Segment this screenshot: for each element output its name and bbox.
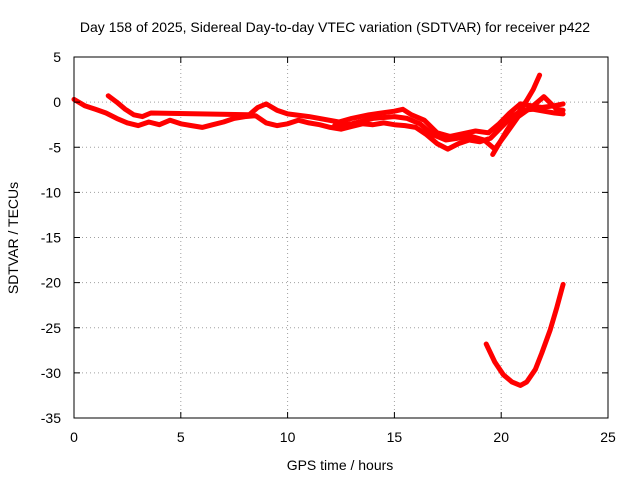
- series-mid-track: [332, 94, 566, 152]
- x-tick-label: 5: [177, 429, 185, 445]
- y-tick-label: -30: [41, 365, 61, 381]
- y-tick-label: 5: [53, 49, 61, 65]
- y-tick-label: -10: [41, 184, 61, 200]
- x-tick-label: 20: [493, 429, 509, 445]
- series-low-track: [483, 281, 566, 388]
- y-tick-labels: 5 0 -5 -10 -15 -20 -25 -30 -35: [41, 49, 61, 426]
- y-tick-label: -25: [41, 320, 61, 336]
- y-tick-label: -15: [41, 230, 61, 246]
- series-spike-track: [490, 72, 543, 157]
- y-tick-label: -20: [41, 275, 61, 291]
- x-axis-label: GPS time / hours: [287, 457, 394, 473]
- tick-marks: [73, 56, 609, 419]
- x-tick-label: 0: [70, 429, 78, 445]
- y-tick-label: 0: [53, 94, 61, 110]
- y-axis-label: SDTVAR / TECUs: [5, 182, 21, 294]
- y-tick-label: -5: [49, 139, 62, 155]
- series-upper-track: [105, 93, 566, 139]
- x-tick-label: 15: [387, 429, 403, 445]
- x-tick-label: 25: [600, 429, 616, 445]
- x-tick-label: 10: [280, 429, 296, 445]
- data-series: [71, 72, 566, 388]
- x-tick-labels: 0 5 10 15 20 25: [70, 429, 616, 445]
- chart-title: Day 158 of 2025, Sidereal Day-to-day VTE…: [80, 19, 590, 35]
- y-tick-label: -35: [41, 410, 61, 426]
